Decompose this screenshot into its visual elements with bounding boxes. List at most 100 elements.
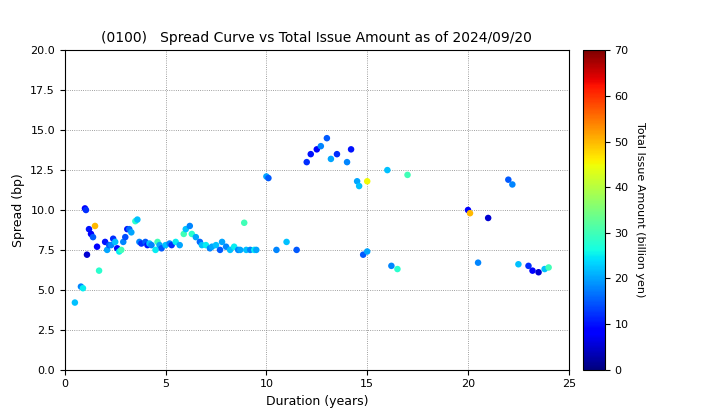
Point <box>140 239 151 245</box>
Point <box>462 207 474 213</box>
Point <box>361 178 373 185</box>
Point <box>204 245 216 252</box>
Point <box>240 247 252 253</box>
Point <box>200 242 212 249</box>
Point <box>134 239 145 245</box>
Point <box>75 283 86 290</box>
Point <box>85 231 96 237</box>
Point <box>523 262 534 269</box>
Point <box>210 242 222 249</box>
Point <box>178 231 189 237</box>
Point <box>281 239 292 245</box>
Point <box>120 234 131 241</box>
Point <box>472 259 484 266</box>
Point <box>104 242 115 249</box>
Point <box>315 143 327 150</box>
Point <box>543 264 554 271</box>
Point <box>81 251 93 258</box>
Point <box>117 239 129 245</box>
Point <box>124 226 135 233</box>
Point <box>170 239 181 245</box>
Point <box>107 235 119 242</box>
Point <box>251 247 262 253</box>
Point <box>351 178 363 185</box>
Point <box>402 171 413 178</box>
Point <box>507 181 518 188</box>
Point <box>125 229 137 236</box>
Point <box>245 247 256 253</box>
Point <box>206 243 217 250</box>
Point <box>114 248 125 255</box>
Point <box>122 226 133 233</box>
Point <box>513 261 524 268</box>
Point <box>180 226 192 233</box>
Point <box>190 234 202 241</box>
Point <box>386 262 397 269</box>
Point <box>357 251 369 258</box>
X-axis label: Duration (years): Duration (years) <box>266 395 368 408</box>
Point <box>80 207 91 213</box>
Point <box>109 239 121 245</box>
Point <box>102 247 113 253</box>
Point <box>341 159 353 165</box>
Point <box>164 240 176 247</box>
Point <box>305 151 317 158</box>
Point <box>321 135 333 142</box>
Point <box>84 226 95 233</box>
Point <box>225 247 236 253</box>
Point <box>215 247 226 253</box>
Point <box>135 240 147 247</box>
Point <box>216 239 228 245</box>
Point <box>152 239 163 245</box>
Point <box>184 223 196 229</box>
Point <box>186 231 197 237</box>
Point <box>87 234 99 241</box>
Point <box>233 247 244 253</box>
Point <box>228 243 240 250</box>
Point <box>220 243 232 250</box>
Point <box>150 247 161 253</box>
Point <box>91 243 103 250</box>
Point <box>77 285 89 291</box>
Point <box>311 146 323 153</box>
Point <box>89 223 101 229</box>
Point <box>144 240 156 247</box>
Point <box>145 242 157 249</box>
Point <box>248 247 260 253</box>
Point <box>291 247 302 253</box>
Title: (0100)   Spread Curve vs Total Issue Amount as of 2024/09/20: (0100) Spread Curve vs Total Issue Amoun… <box>102 31 532 45</box>
Point <box>156 245 167 252</box>
Point <box>301 159 312 165</box>
Y-axis label: Spread (bp): Spread (bp) <box>12 173 24 247</box>
Point <box>79 205 91 212</box>
Point <box>94 267 105 274</box>
Point <box>325 155 337 162</box>
Point <box>112 245 123 252</box>
Point <box>196 242 207 249</box>
Point <box>235 247 246 253</box>
Point <box>503 176 514 183</box>
Point <box>160 242 171 249</box>
Point <box>533 269 544 276</box>
Point <box>105 242 117 249</box>
Point <box>482 215 494 221</box>
Point <box>130 218 141 225</box>
Point <box>142 242 153 249</box>
Point <box>361 248 373 255</box>
Point <box>539 266 550 273</box>
Point <box>154 242 166 249</box>
Point <box>392 266 403 273</box>
Point <box>263 175 274 181</box>
Point <box>99 239 111 245</box>
Point <box>115 247 127 253</box>
Point <box>382 167 393 173</box>
Point <box>346 146 357 153</box>
Point <box>69 299 81 306</box>
Point <box>166 242 177 249</box>
Point <box>331 151 343 158</box>
Point <box>261 173 272 180</box>
Point <box>238 219 250 226</box>
Point <box>527 267 539 274</box>
Point <box>132 216 143 223</box>
Point <box>174 242 186 249</box>
